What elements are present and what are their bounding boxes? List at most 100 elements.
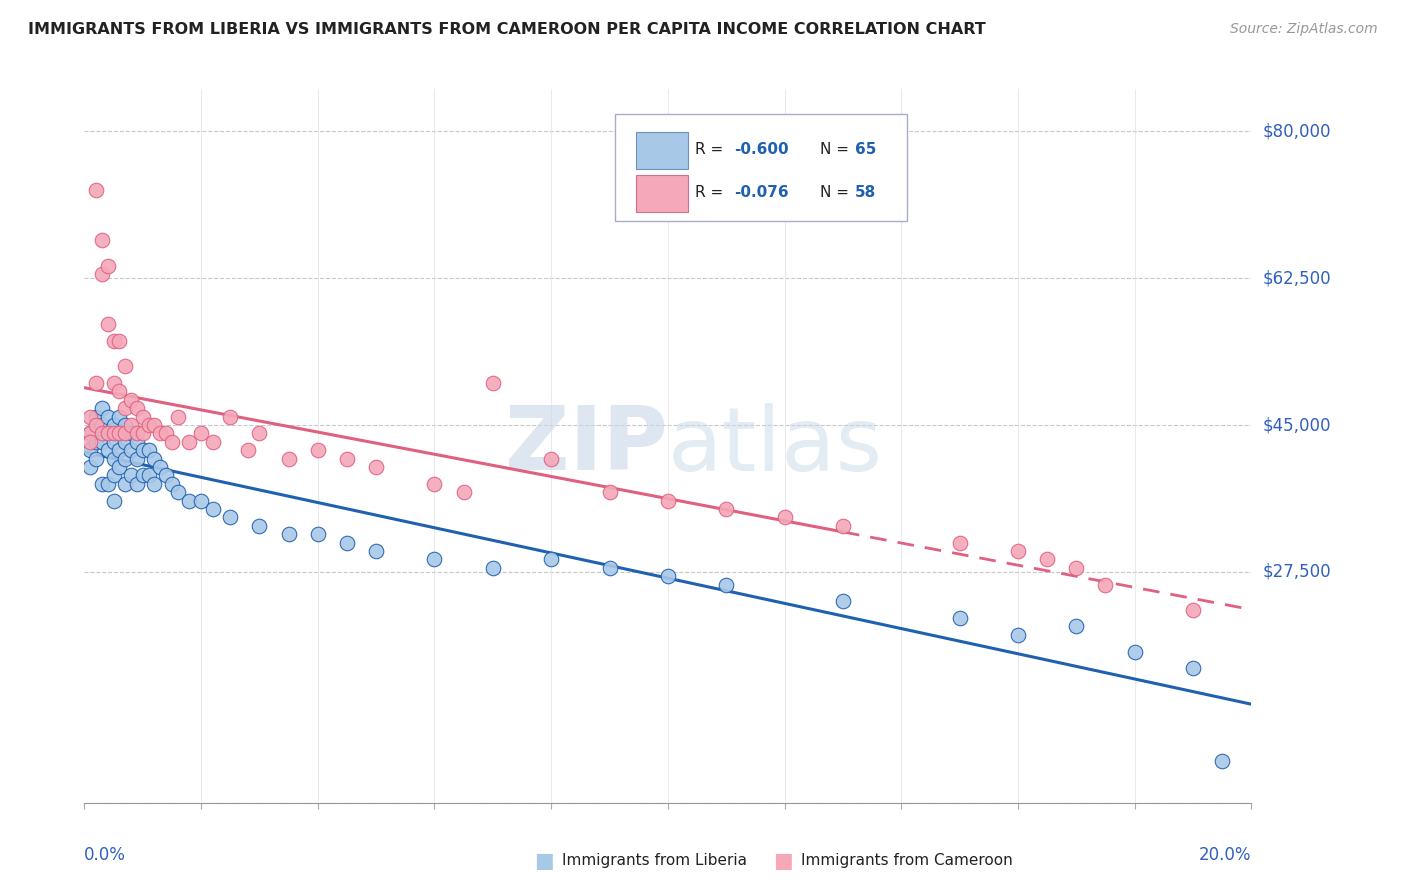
Point <box>1123 645 1146 659</box>
Point <box>90 401 112 416</box>
Point <box>125 426 148 441</box>
Point <box>201 502 224 516</box>
Text: 65: 65 <box>855 143 876 157</box>
Text: Immigrants from Liberia: Immigrants from Liberia <box>562 854 748 868</box>
Point <box>84 451 107 466</box>
Point <box>84 417 107 432</box>
Text: -0.600: -0.600 <box>734 143 789 157</box>
Point <box>143 476 166 491</box>
Point <box>948 611 970 625</box>
Text: N =: N = <box>820 186 853 200</box>
Point <box>108 460 131 475</box>
Point <box>138 417 160 432</box>
Point <box>108 384 131 399</box>
Point <box>481 560 505 574</box>
Point <box>97 476 120 491</box>
Point <box>120 392 142 407</box>
Point <box>84 434 107 449</box>
Point <box>423 476 446 491</box>
Point <box>90 267 112 281</box>
Text: 20.0%: 20.0% <box>1199 846 1251 863</box>
Point <box>143 451 166 466</box>
Point <box>599 560 621 574</box>
Point <box>179 493 201 508</box>
Text: atlas: atlas <box>668 402 883 490</box>
Point <box>481 376 505 390</box>
Point <box>247 518 270 533</box>
Point <box>120 443 142 458</box>
Point <box>366 460 388 475</box>
Point <box>125 476 148 491</box>
Text: N =: N = <box>820 143 853 157</box>
Point <box>336 535 359 549</box>
Point <box>84 409 107 424</box>
Point <box>90 417 112 432</box>
Point <box>103 417 125 432</box>
Point <box>166 485 188 500</box>
Text: ■: ■ <box>773 851 793 871</box>
Point <box>103 468 125 483</box>
Point <box>773 510 796 524</box>
Point <box>1211 754 1233 768</box>
Point <box>114 451 136 466</box>
Point <box>79 443 101 458</box>
FancyBboxPatch shape <box>616 114 907 221</box>
Point <box>90 434 112 449</box>
Point <box>108 426 131 441</box>
Point <box>277 451 299 466</box>
Point <box>149 460 172 475</box>
Text: $62,500: $62,500 <box>1263 269 1331 287</box>
Point <box>179 434 201 449</box>
Point <box>190 493 212 508</box>
Text: 58: 58 <box>855 186 876 200</box>
Text: ZIP: ZIP <box>505 402 668 490</box>
Point <box>90 476 112 491</box>
Point <box>125 401 148 416</box>
Text: IMMIGRANTS FROM LIBERIA VS IMMIGRANTS FROM CAMEROON PER CAPITA INCOME CORRELATIO: IMMIGRANTS FROM LIBERIA VS IMMIGRANTS FR… <box>28 22 986 37</box>
Point <box>103 451 125 466</box>
Point <box>132 468 155 483</box>
Point <box>540 451 562 466</box>
Point <box>155 426 177 441</box>
Point <box>97 426 120 441</box>
Point <box>1007 544 1029 558</box>
Point <box>138 468 160 483</box>
Point <box>1094 577 1116 591</box>
Point <box>366 544 388 558</box>
Point <box>132 443 155 458</box>
Point <box>79 426 101 441</box>
Point <box>714 577 737 591</box>
Point <box>79 426 101 441</box>
Point <box>453 485 475 500</box>
Text: $45,000: $45,000 <box>1263 416 1331 434</box>
Point <box>307 527 329 541</box>
Point <box>120 426 142 441</box>
Point <box>1066 560 1088 574</box>
Text: ■: ■ <box>534 851 554 871</box>
Point <box>155 468 177 483</box>
Point <box>160 434 183 449</box>
Point <box>160 476 183 491</box>
Point <box>114 426 136 441</box>
Point <box>97 318 120 332</box>
Point <box>201 434 224 449</box>
Point <box>79 434 101 449</box>
Text: 0.0%: 0.0% <box>84 846 127 863</box>
Point <box>114 434 136 449</box>
Text: $27,500: $27,500 <box>1263 563 1331 581</box>
Point <box>1181 603 1204 617</box>
Point <box>97 443 120 458</box>
Point <box>132 426 155 441</box>
Point <box>108 443 131 458</box>
Point <box>832 518 855 533</box>
Point <box>108 334 131 348</box>
Point <box>79 460 101 475</box>
Point <box>90 233 112 247</box>
Point <box>103 493 125 508</box>
Point <box>1036 552 1059 566</box>
Point <box>166 409 188 424</box>
Point <box>832 594 855 608</box>
Point <box>132 409 155 424</box>
Point <box>120 417 142 432</box>
Point <box>336 451 359 466</box>
